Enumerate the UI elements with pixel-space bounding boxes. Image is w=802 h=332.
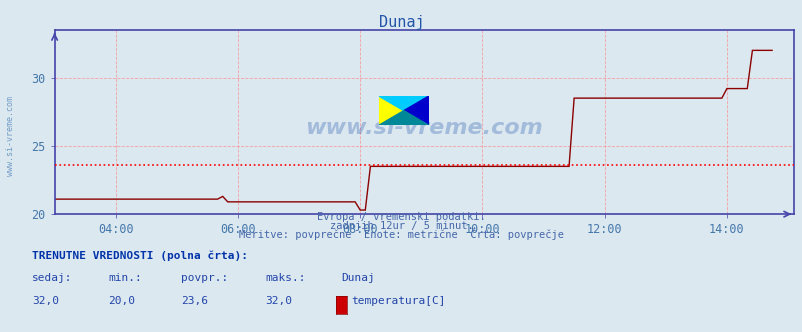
Text: sedaj:: sedaj:	[32, 273, 72, 283]
Text: maks.:: maks.:	[265, 273, 305, 283]
Text: 23,6: 23,6	[180, 296, 208, 306]
Text: www.si-vreme.com: www.si-vreme.com	[305, 118, 543, 137]
Text: www.si-vreme.com: www.si-vreme.com	[6, 96, 14, 176]
Text: Dunaj: Dunaj	[379, 15, 423, 30]
Text: Meritve: povprečne  Enote: metrične  Črta: povprečje: Meritve: povprečne Enote: metrične Črta:…	[239, 228, 563, 240]
Text: povpr.:: povpr.:	[180, 273, 228, 283]
Text: Evropa / vremenski podatki.: Evropa / vremenski podatki.	[317, 212, 485, 222]
Text: TRENUTNE VREDNOSTI (polna črta):: TRENUTNE VREDNOSTI (polna črta):	[32, 250, 248, 261]
Text: 20,0: 20,0	[108, 296, 136, 306]
Text: min.:: min.:	[108, 273, 142, 283]
Text: temperatura[C]: temperatura[C]	[351, 296, 446, 306]
Text: Dunaj: Dunaj	[341, 273, 375, 283]
Text: zadnjih 12ur / 5 minut.: zadnjih 12ur / 5 minut.	[329, 221, 473, 231]
Text: 32,0: 32,0	[32, 296, 59, 306]
Text: 32,0: 32,0	[265, 296, 292, 306]
